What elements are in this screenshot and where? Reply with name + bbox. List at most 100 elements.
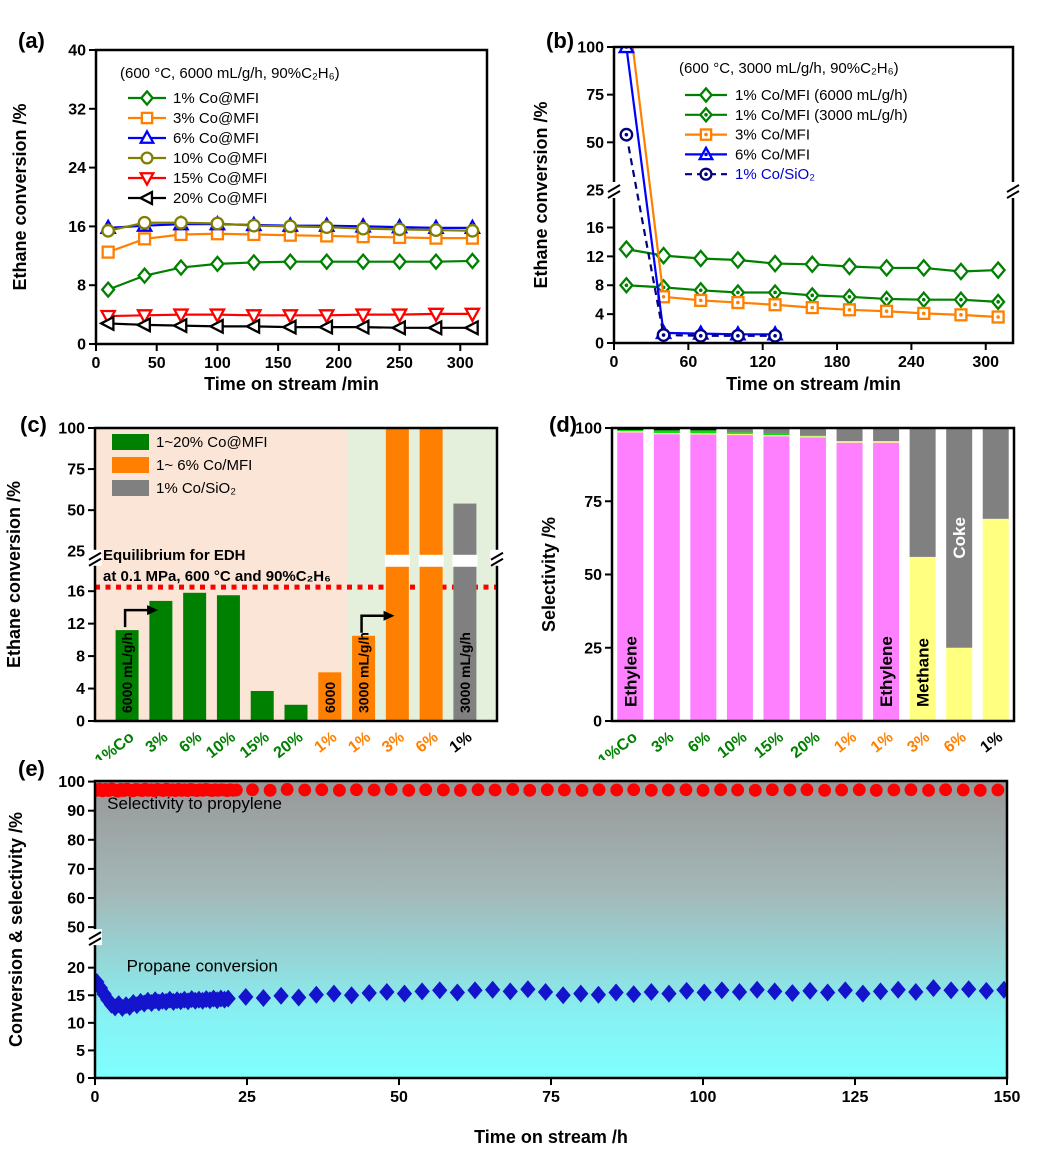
svg-text:0: 0 (76, 714, 85, 731)
svg-text:12: 12 (67, 616, 85, 633)
svg-text:0: 0 (91, 1089, 100, 1106)
series-1% Co/SiO₂ (619, 127, 782, 343)
legend: 1~20% Co@MFI 1~ 6% Co/MFI 1% Co/SiO₂ (112, 434, 268, 497)
series-Propane conversion (95, 973, 1007, 1017)
svg-text:25: 25 (67, 544, 85, 561)
svg-text:Propane conversion: Propane conversion (127, 957, 278, 976)
svg-text:Selectivity /%: Selectivity /% (539, 517, 559, 632)
svg-text:24: 24 (68, 160, 86, 177)
svg-text:50: 50 (586, 135, 604, 152)
legend: (600 °C, 6000 mL/g/h, 90%C₂H₆) 1% Co@MFI 3… (120, 65, 340, 207)
series-10% Co@MFI (101, 215, 480, 238)
panel-e-label: (e) (18, 756, 45, 781)
series-layer (98, 214, 482, 337)
svg-text:15% Co@MFI: 15% Co@MFI (173, 170, 267, 187)
svg-text:1% Co/MFI (6000 mL/g/h): 1% Co/MFI (6000 mL/g/h) (735, 87, 908, 104)
condition-arrow (123, 608, 148, 628)
svg-text:10: 10 (67, 1015, 85, 1032)
svg-text:100: 100 (577, 40, 604, 57)
svg-text:100: 100 (58, 421, 85, 438)
svg-text:1% Co@MFI: 1% Co@MFI (173, 90, 259, 107)
svg-text:60: 60 (679, 354, 697, 371)
svg-text:(600 °C, 3000 mL/g/h, 90%C₂H₆): (600 °C, 3000 mL/g/h, 90%C₂H₆) (679, 60, 899, 77)
svg-text:75: 75 (586, 87, 604, 104)
svg-text:100: 100 (58, 774, 85, 791)
svg-text:240: 240 (898, 354, 925, 371)
stacked-bar-15% (763, 428, 790, 721)
series-3% Co/MFI (631, 46, 1005, 324)
bar-10% (216, 595, 240, 721)
svg-text:10% Co@MFI: 10% Co@MFI (173, 150, 267, 167)
svg-text:75: 75 (67, 462, 85, 479)
svg-text:3% Co/MFI: 3% Co/MFI (735, 127, 810, 144)
svg-text:6% Co/MFI: 6% Co/MFI (735, 146, 810, 163)
stacked-bar-1% (873, 428, 900, 721)
legend: (600 °C, 3000 mL/g/h, 90%C₂H₆) 1% Co/MFI … (679, 60, 908, 183)
svg-text:12: 12 (586, 249, 604, 266)
svg-text:Conversion & selectivity /%: Conversion & selectivity /% (6, 812, 26, 1047)
svg-text:60: 60 (67, 891, 85, 908)
svg-text:120: 120 (749, 354, 776, 371)
svg-text:25: 25 (586, 182, 604, 199)
svg-text:Ethane conversion /%: Ethane conversion /% (10, 103, 30, 290)
svg-text:Ethylene: Ethylene (621, 636, 640, 707)
svg-text:70: 70 (67, 861, 85, 878)
svg-text:200: 200 (326, 355, 353, 372)
bar-3% (385, 428, 409, 721)
svg-text:Selectivity to propylene: Selectivity to propylene (107, 794, 282, 813)
svg-text:0: 0 (595, 336, 604, 353)
stacked-bar-6% (690, 428, 717, 721)
stacked-bar-3% (909, 428, 936, 721)
svg-text:16: 16 (67, 584, 85, 601)
series-20% Co@MFI (98, 315, 479, 337)
series-1% Co/MFI (6000 mL/g/h) (618, 239, 1007, 281)
panel-b-chart: (600 °C, 3000 mL/g/h, 90%C₂H₆) 1% Co/MFI … (531, 40, 1020, 394)
svg-text:3000 mL/g/h: 3000 mL/g/h (356, 632, 372, 713)
svg-text:Time on stream /min: Time on stream /min (204, 374, 379, 394)
bar-6% (183, 592, 207, 721)
svg-text:150: 150 (994, 1089, 1021, 1106)
svg-text:Methane: Methane (914, 638, 933, 707)
svg-text:100: 100 (690, 1089, 717, 1106)
svg-text:8: 8 (76, 649, 85, 666)
svg-text:1~20% Co@MFI: 1~20% Co@MFI (156, 434, 268, 451)
stacked-bar-6% (946, 428, 973, 721)
svg-text:100: 100 (204, 355, 231, 372)
svg-text:6000: 6000 (322, 682, 338, 713)
stacked-bar-10% (726, 428, 753, 721)
svg-text:20% Co@MFI: 20% Co@MFI (173, 190, 267, 207)
svg-text:25: 25 (238, 1089, 256, 1106)
svg-text:16: 16 (586, 220, 604, 237)
bar-1%Co (115, 630, 139, 721)
svg-text:50: 50 (67, 503, 85, 520)
svg-text:1% Co/SiO₂: 1% Co/SiO₂ (735, 166, 815, 183)
bar-1% (352, 635, 376, 721)
bar-1% (318, 672, 342, 721)
bar-3% (149, 600, 173, 721)
svg-text:6000 mL/g/h: 6000 mL/g/h (119, 632, 135, 713)
svg-text:Time on stream /h: Time on stream /h (474, 1127, 628, 1147)
svg-text:1~ 6% Co/MFI: 1~ 6% Co/MFI (156, 457, 252, 474)
stacked-bar-1% (982, 428, 1009, 721)
svg-text:0: 0 (610, 354, 619, 371)
svg-text:250: 250 (386, 355, 413, 372)
svg-text:125: 125 (842, 1089, 869, 1106)
stacked-bar-1%Co (617, 428, 644, 721)
svg-text:Ethylene: Ethylene (877, 636, 896, 707)
svg-text:0: 0 (77, 337, 86, 354)
svg-text:Coke: Coke (950, 517, 969, 559)
svg-text:1% Co/SiO₂: 1% Co/SiO₂ (156, 480, 236, 497)
panel-a-chart: (600 °C, 6000 mL/g/h, 90%C₂H₆) 1% Co@MFI 3… (10, 43, 489, 394)
bar-6% (419, 428, 443, 721)
svg-text:90: 90 (67, 803, 85, 820)
svg-text:150: 150 (265, 355, 292, 372)
svg-text:50: 50 (390, 1089, 408, 1106)
bar-15% (250, 690, 274, 721)
svg-text:5: 5 (76, 1043, 85, 1060)
svg-text:50: 50 (584, 567, 602, 584)
gradient-background (95, 781, 1007, 1078)
svg-text:(600 °C, 6000 mL/g/h, 90%C₂H₆): (600 °C, 6000 mL/g/h, 90%C₂H₆) (120, 65, 340, 82)
svg-text:Ethane conversion /%: Ethane conversion /% (531, 101, 551, 288)
series-layer (95, 782, 1007, 1017)
